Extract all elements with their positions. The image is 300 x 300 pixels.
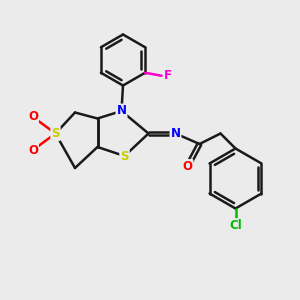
Text: O: O	[28, 110, 38, 124]
Text: F: F	[164, 69, 172, 82]
Text: S: S	[51, 127, 60, 140]
Text: O: O	[182, 160, 193, 173]
Text: S: S	[120, 149, 129, 163]
Text: O: O	[28, 143, 38, 157]
Text: N: N	[116, 104, 127, 118]
Text: Cl: Cl	[229, 219, 242, 232]
Text: N: N	[170, 127, 181, 140]
